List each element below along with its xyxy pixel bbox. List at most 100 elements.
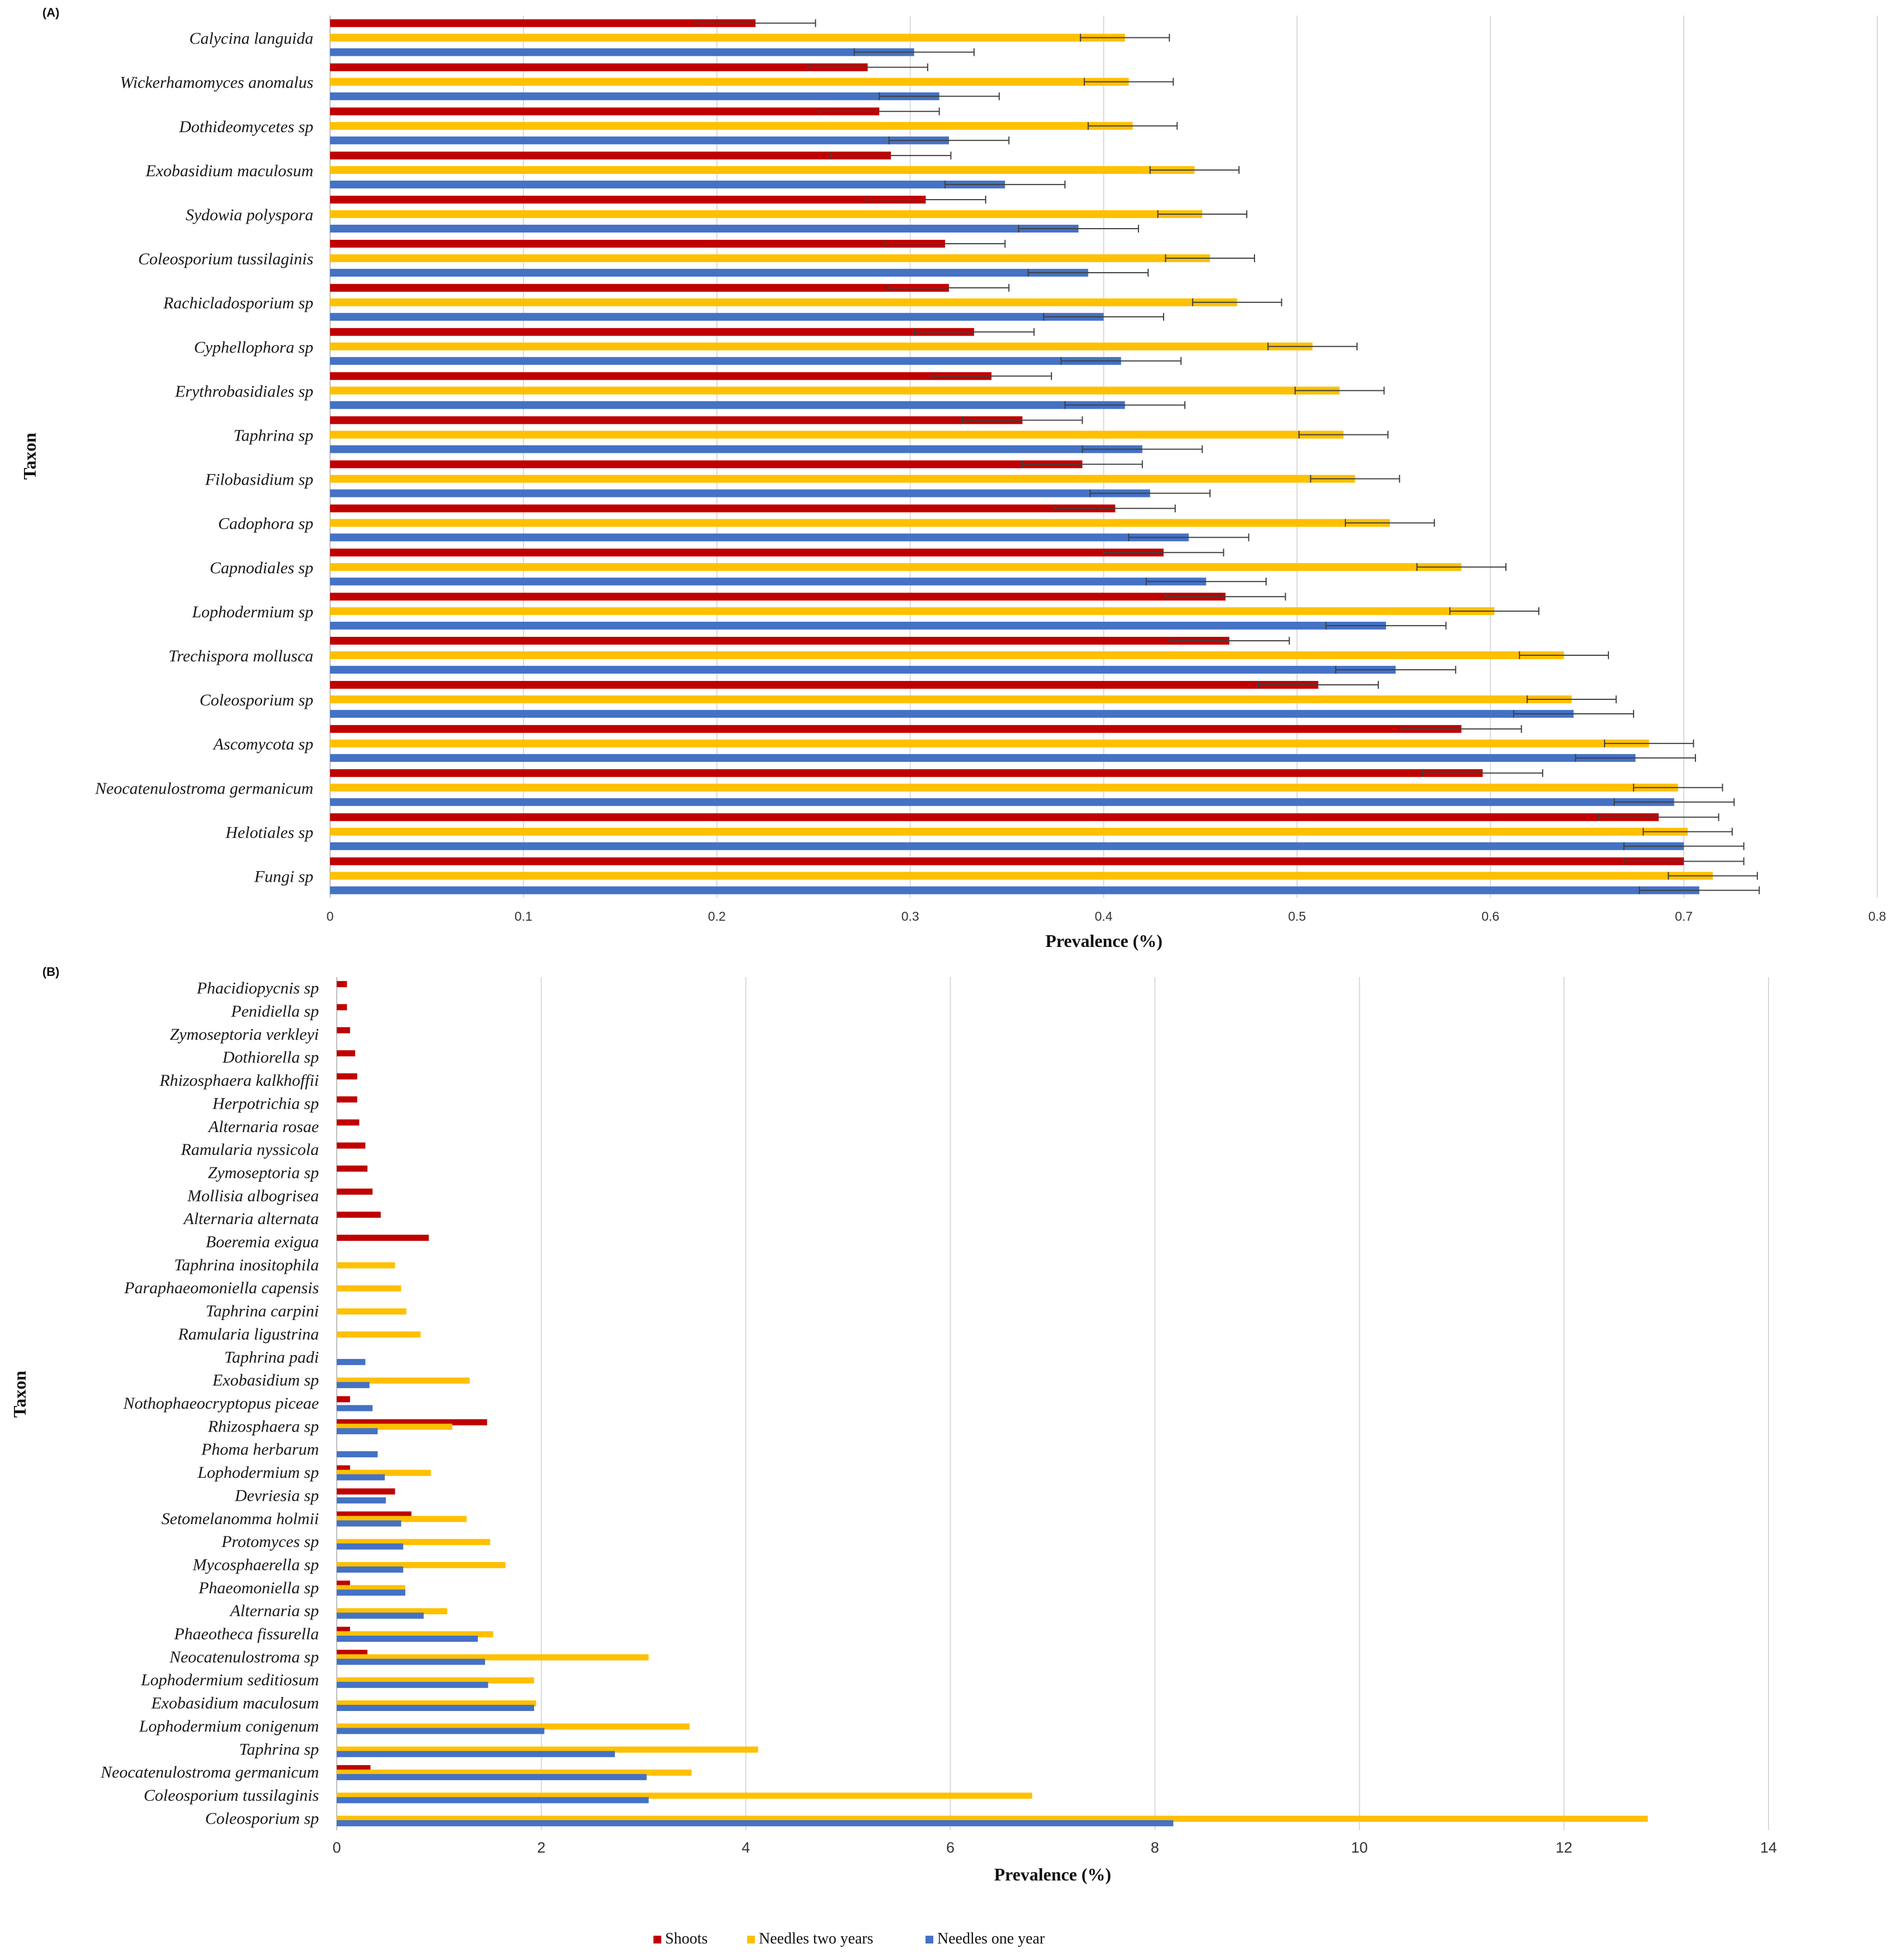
x-tick-label: 12: [1556, 1839, 1572, 1856]
bar-needles-one-year-protomyces-sp: [337, 1543, 404, 1550]
x-tick-label: 0.8: [1868, 909, 1886, 924]
bar-needles-two-years-neocatenulostroma-germanicum: [337, 1770, 692, 1776]
category-label: Ramularia ligustrina: [177, 1325, 319, 1343]
bar-needles-one-year-cadophora-sp: [330, 533, 1189, 542]
bar-needles-two-years-erythrobasidiales-sp: [330, 386, 1340, 395]
bar-needles-one-year-nothophaeocryptopus-piceae: [337, 1405, 373, 1411]
bar-needles-one-year-phoma-herbarum: [337, 1451, 378, 1458]
bar-needles-one-year-coleosporium-tussilaginis: [337, 1797, 649, 1804]
category-label: Zymoseptoria sp: [208, 1163, 319, 1182]
bar-needles-two-years-neocatenulostroma-germanicum: [330, 784, 1678, 792]
legend-swatch-needles-one-year: [926, 1936, 933, 1944]
bar-needles-one-year-alternaria-sp: [337, 1612, 424, 1619]
bar-shoots-zymoseptoria-sp: [337, 1165, 368, 1172]
x-tick-label: 14: [1760, 1839, 1777, 1856]
bar-needles-two-years-helotiales-sp: [330, 828, 1688, 836]
category-label: Capnodiales sp: [210, 559, 313, 577]
bar-needles-one-year-erythrobasidiales-sp: [330, 401, 1125, 409]
bar-needles-two-years-trechispora-mollusca: [330, 651, 1564, 659]
bar-shoots-herpotrichia-sp: [337, 1096, 357, 1103]
bar-needles-two-years-coleosporium-tussilaginis: [337, 1792, 1033, 1799]
category-label: Lophodermium seditiosum: [141, 1671, 319, 1689]
bar-needles-one-year-exobasidium-sp: [337, 1382, 370, 1389]
x-tick-label: 10: [1351, 1839, 1368, 1856]
category-label: Paraphaeomoniella capensis: [124, 1279, 319, 1297]
category-label: Phaeotheca fissurella: [173, 1625, 319, 1643]
bar-shoots-exobasidium-maculosum: [330, 151, 891, 159]
category-label: Penidiella sp: [231, 1002, 319, 1021]
bar-needles-one-year-phaeomoniella-sp: [337, 1589, 405, 1596]
bar-needles-two-years-ramularia-ligustrina: [337, 1331, 421, 1338]
category-label: Wickerhamomyces anomalus: [120, 74, 313, 92]
bar-needles-two-years-lophodermium-seditiosum: [337, 1677, 535, 1684]
bar-shoots-phaeomoniella-sp: [337, 1580, 350, 1587]
bar-shoots-trechispora-mollusca: [330, 636, 1229, 645]
bar-needles-two-years-taphrina-sp: [337, 1746, 758, 1753]
bar-needles-two-years-taphrina-inositophila: [337, 1262, 395, 1269]
bar-needles-two-years-exobasidium-maculosum: [337, 1700, 536, 1707]
bar-needles-one-year-fungi-sp: [330, 886, 1699, 895]
bar-needles-two-years-filobasidium-sp: [330, 475, 1355, 483]
bar-shoots-nothophaeocryptopus-piceae: [337, 1396, 350, 1403]
bar-needles-two-years-cyphellophora-sp: [330, 342, 1313, 351]
bar-shoots-rhizosphaera-kalkhoffii: [337, 1073, 357, 1080]
bar-needles-one-year-devriesia-sp: [337, 1497, 386, 1503]
category-label: Sydowia polyspora: [186, 206, 313, 224]
bar-needles-one-year-taphrina-sp: [330, 445, 1142, 453]
category-label: Boeremia exigua: [206, 1233, 319, 1251]
x-tick-label: 4: [742, 1839, 750, 1856]
category-label: Herpotrichia sp: [212, 1094, 319, 1113]
bar-needles-two-years-coleosporium-tussilaginis: [330, 254, 1210, 263]
bar-shoots-cadophora-sp: [330, 504, 1116, 513]
category-label: Taphrina sp: [239, 1740, 319, 1758]
bar-needles-two-years-phaeotheca-fissurella: [337, 1631, 493, 1638]
category-label: Lophodermium sp: [191, 603, 313, 621]
x-tick-label: 0.1: [515, 909, 532, 924]
category-label: Taphrina sp: [234, 426, 313, 444]
bar-shoots-lophodermium-sp: [330, 592, 1226, 601]
category-label: Coleosporium tussilaginis: [144, 1786, 319, 1805]
panel-a-chart: 0 0.1 0.2 0.3 0.4 0.5 0.6 0.7 0.8 Calycina langui…: [95, 16, 1886, 924]
category-label: Devriesia sp: [234, 1486, 319, 1505]
x-tick-label: 0.3: [902, 909, 919, 924]
bar-needles-two-years-calycina-languida: [330, 33, 1125, 42]
bar-shoots-rhizosphaera-sp: [337, 1419, 487, 1425]
bar-needles-one-year-exobasidium-maculosum: [337, 1705, 535, 1712]
bar-shoots-calycina-languida: [330, 19, 756, 27]
bar-needles-two-years-exobasidium-sp: [337, 1377, 470, 1384]
bar-needles-two-years-mycosphaerella-sp: [337, 1561, 506, 1568]
category-label: Nothophaeocryptopus piceae: [123, 1394, 319, 1413]
category-label: Neocatenulostroma germanicum: [100, 1763, 319, 1782]
category-label: Coleosporium sp: [205, 1809, 319, 1828]
bar-shoots-setomelanomma-holmii: [337, 1511, 411, 1518]
bar-needles-two-years-phaeomoniella-sp: [337, 1585, 405, 1592]
bar-needles-one-year-rachicladosporium-sp: [330, 313, 1104, 321]
legend-label-needles-two-years: Needles two years: [759, 1930, 873, 1947]
legend-label-needles-one-year: Needles one year: [937, 1930, 1045, 1947]
bar-shoots-mollisia-albogrisea: [337, 1188, 373, 1195]
category-label: Lophodermium sp: [197, 1463, 319, 1482]
bar-needles-one-year-capnodiales-sp: [330, 577, 1207, 586]
bar-needles-one-year-neocatenulostroma-germanicum: [337, 1774, 647, 1781]
bar-shoots-boeremia-exigua: [337, 1235, 429, 1241]
bar-needles-one-year-neocatenulostroma-sp: [337, 1659, 485, 1665]
bar-shoots-erythrobasidiales-sp: [330, 372, 992, 380]
bar-shoots-ramularia-nyssicola: [337, 1142, 366, 1149]
bar-shoots-alternaria-rosae: [337, 1119, 360, 1126]
category-label: Taphrina carpini: [206, 1302, 319, 1321]
bar-needles-one-year-wickerhamomyces-anomalus: [330, 92, 939, 100]
bar-needles-two-years-neocatenulostroma-sp: [337, 1654, 649, 1661]
category-label: Exobasidium maculosum: [151, 1694, 319, 1713]
bar-needles-one-year-lophodermium-conigenum: [337, 1728, 545, 1734]
bar-shoots-taphrina-sp: [330, 416, 1023, 424]
bar-shoots-neocatenulostroma-sp: [337, 1650, 368, 1656]
category-label: Zymoseptoria verkleyi: [170, 1025, 319, 1043]
category-label: Alternaria alternata: [183, 1210, 319, 1228]
bar-shoots-phacidiopycnis-sp: [337, 981, 347, 988]
bar-needles-two-years-exobasidium-maculosum: [330, 166, 1195, 174]
category-label: Dothideomycetes sp: [178, 118, 313, 136]
bar-needles-two-years-lophodermium-sp: [337, 1469, 431, 1476]
bar-needles-two-years-fungi-sp: [330, 872, 1713, 880]
category-label: Lophodermium conigenum: [139, 1717, 319, 1735]
category-label: Alternaria sp: [229, 1602, 319, 1620]
